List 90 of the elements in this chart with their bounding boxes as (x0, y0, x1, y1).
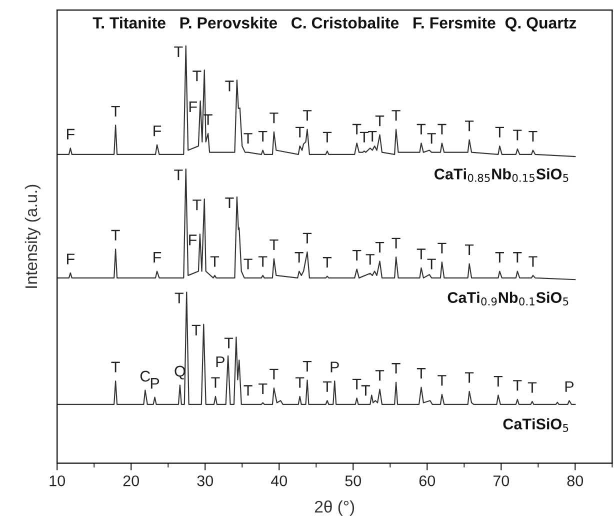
annotation: T (302, 110, 312, 121)
annotation: T (352, 124, 362, 134)
annotation: T (302, 360, 312, 372)
annotation: T (513, 130, 522, 140)
annotation: T (416, 124, 426, 134)
annotation: T (495, 252, 504, 263)
annotation: T (211, 377, 220, 388)
x-tick-label: 40 (270, 475, 288, 486)
x-tick-label: 30 (197, 475, 214, 486)
annotation: T (352, 378, 362, 390)
annotation: T (174, 292, 184, 304)
annotation: T (513, 380, 522, 391)
annotation: T (192, 70, 202, 82)
annotation: T (528, 131, 538, 142)
annotation: T (416, 248, 426, 260)
annotation: T (465, 244, 474, 256)
series-label: CaTiSiO$_{5}$ (503, 418, 568, 432)
series-label: CaTi$_{0.85}$Nb$_{0.15}$SiO$_{5}$ (434, 168, 568, 182)
annotation: T (528, 256, 538, 267)
annotation: T (296, 377, 304, 388)
annotation: T (375, 242, 384, 253)
annotation: T (224, 338, 234, 348)
x-tick-label: 60 (419, 475, 436, 486)
annotation: T (361, 385, 370, 396)
annotation: F (189, 234, 197, 246)
annotation: P (330, 362, 339, 372)
series-label: CaTi$_{0.9}$Nb$_{0.1}$SiO$_{5}$ (448, 292, 568, 306)
annotation: T (244, 385, 252, 396)
annotation: T (528, 382, 537, 393)
annotation: T (111, 106, 120, 116)
text: T. Titanite P. Perovskite C. Cristobalite F. Fersmite Q. Quartz (92, 16, 576, 32)
annotation: T (352, 250, 362, 260)
x-tick-label: 80 (567, 475, 584, 486)
annotation: T (360, 132, 369, 142)
annotation: T (392, 110, 400, 121)
annotation: T (416, 368, 426, 379)
annotation: T (322, 257, 332, 268)
annotation: P (565, 381, 574, 392)
annotation: T (270, 240, 278, 250)
annotation: P (216, 356, 224, 368)
annotation: T (111, 230, 120, 240)
x-tick-label: 50 (345, 475, 362, 486)
annotation: T (427, 133, 436, 144)
annotation: T (513, 252, 522, 263)
annotation: C (140, 370, 150, 382)
annotation: T (244, 133, 252, 144)
annotation: T (210, 256, 220, 267)
annotation: P (150, 378, 160, 389)
annotation: T (438, 375, 446, 386)
annotation: F (154, 126, 162, 136)
annotation: T (366, 254, 374, 265)
annotation: F (189, 102, 197, 112)
annotation: T (322, 132, 332, 142)
annotation: T (270, 368, 278, 380)
annotation: T (322, 381, 332, 392)
annotation: T (270, 112, 278, 124)
annotation: T (494, 376, 503, 386)
annotation: T (111, 362, 120, 372)
annotation: T (392, 238, 400, 248)
annotation: T (438, 124, 446, 134)
annotation: T (192, 200, 202, 210)
annotation: T (465, 372, 474, 383)
annotation: T (495, 126, 504, 138)
annotation: T (174, 46, 183, 57)
annotation: T (296, 126, 304, 138)
annotation: T (225, 80, 234, 92)
annotation: T (302, 232, 312, 244)
annotation: T (258, 383, 268, 394)
annotation: T (244, 258, 252, 270)
annotation: T (174, 170, 183, 180)
annotation: T (192, 324, 201, 336)
x-tick-label: 70 (493, 475, 510, 486)
y-axis-title: Intensity (a.u.) (24, 184, 40, 288)
x-axis-title: 2θ (°) (315, 500, 354, 516)
annotation: T (368, 131, 377, 142)
annotation: T (375, 116, 384, 126)
x-tick-label: 10 (50, 475, 65, 486)
annotation: T (427, 258, 436, 270)
annotation: T (258, 131, 268, 142)
annotation: T (375, 370, 384, 381)
annotation: T (294, 252, 304, 263)
x-tick-label: 20 (123, 475, 140, 486)
annotation: T (258, 256, 268, 267)
annotation: T (438, 242, 446, 254)
annotation: F (67, 254, 74, 264)
annotation: T (465, 120, 474, 132)
annotation: T (225, 198, 234, 208)
annotation: T (392, 363, 400, 374)
annotation: F (154, 252, 162, 263)
annotation: F (67, 128, 74, 140)
